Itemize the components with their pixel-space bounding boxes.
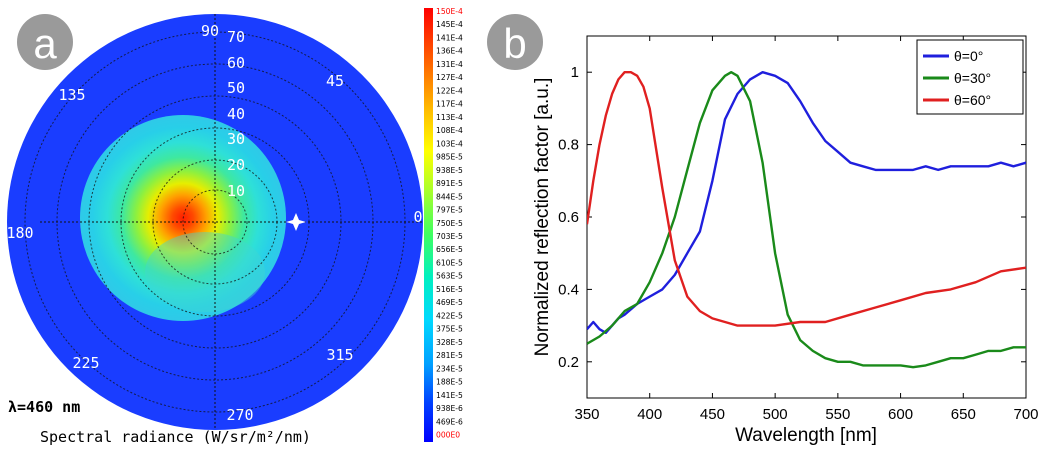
colorbar-label: 516E-5 <box>436 285 463 294</box>
x-tick-label: 600 <box>888 406 913 423</box>
colorbar-label: 281E-5 <box>436 351 463 360</box>
panel-b-badge: b <box>503 20 526 67</box>
radius-label-10: 10 <box>227 182 245 200</box>
colorbar-label: 703E-5 <box>436 232 463 241</box>
legend-entry: θ=0° <box>954 48 983 64</box>
colorbar-label: 563E-5 <box>436 272 463 281</box>
colorbar-label: 938E-6 <box>436 404 463 413</box>
direction-marker <box>286 213 306 231</box>
spectral-radiance-caption: Spectral radiance (W/sr/m²/nm) <box>40 428 311 446</box>
x-tick-label: 400 <box>637 406 662 423</box>
x-tick-label: 650 <box>951 406 976 423</box>
series-lines <box>587 70 1026 369</box>
y-tick-label: 1 <box>571 64 579 81</box>
colorbar-label: 145E-4 <box>436 20 463 29</box>
wavelength-label: λ=460 nm <box>8 398 80 416</box>
angle-label-315: 315 <box>326 346 353 364</box>
colorbar-label: 127E-4 <box>436 73 463 82</box>
series-line-1 <box>587 70 1026 334</box>
colorbar-label: 141E-5 <box>436 391 463 400</box>
colorbar-label: 656E-5 <box>436 245 463 254</box>
series-line-3 <box>587 70 1026 327</box>
colorbar-label: 844E-5 <box>436 192 463 201</box>
colorbar-label: 797E-5 <box>436 206 463 215</box>
panel-b: b 350 400 450 500 550 600 650 700 0.2 0.4 0.6 0.8 1… <box>487 14 1039 446</box>
legend-entry: θ=30° <box>954 70 991 86</box>
colorbar-label: 113E-4 <box>436 113 463 122</box>
colorbar-labels: 150E-4 145E-4 141E-4 136E-4 131E-4 127E-4 122E… <box>436 7 463 440</box>
colorbar-label: 328E-5 <box>436 338 463 347</box>
legend-entry: θ=60° <box>954 92 991 108</box>
colorbar-label: 938E-5 <box>436 166 463 175</box>
angle-label-135: 135 <box>58 86 85 104</box>
radiance-spot-lobe <box>145 232 265 312</box>
angle-label-90: 90 <box>201 22 219 40</box>
y-axis-label: Normalized reflection factor [a.u.] <box>532 78 553 357</box>
colorbar-label: 610E-5 <box>436 259 463 268</box>
colorbar-label: 141E-4 <box>436 34 463 43</box>
y-tick-label: 0.4 <box>558 281 579 298</box>
angle-label-225: 225 <box>72 354 99 372</box>
colorbar-label: 750E-5 <box>436 219 463 228</box>
colorbar-label: 103E-4 <box>436 139 463 148</box>
colorbar <box>424 8 433 442</box>
x-tick-label: 550 <box>825 406 850 423</box>
y-tick-label: 0.2 <box>558 354 579 371</box>
angle-label-0: 0 <box>413 208 422 226</box>
angle-label-45: 45 <box>326 72 344 90</box>
series-line-2 <box>587 70 1026 369</box>
x-tick-label: 350 <box>574 406 599 423</box>
x-axis-ticks: 350 400 450 500 550 600 650 700 <box>574 36 1039 423</box>
radius-label-30: 30 <box>227 130 245 148</box>
angle-label-180: 180 <box>6 224 33 242</box>
panel-a: 90 45 0 315 270 225 180 135 70 60 50 40 30 20 10 a λ=… <box>0 0 463 449</box>
colorbar-label: 122E-4 <box>436 86 463 95</box>
radius-label-70: 70 <box>227 28 245 46</box>
colorbar-label: 891E-5 <box>436 179 463 188</box>
colorbar-label: 131E-4 <box>436 60 463 69</box>
y-axis-ticks: 0.2 0.4 0.6 0.8 1 <box>558 64 1026 371</box>
polar-grid-ring-1 <box>182 189 248 255</box>
legend: θ=0° θ=30° θ=60° <box>916 39 1024 115</box>
colorbar-label: 188E-5 <box>436 378 463 387</box>
panel-a-badge-circle <box>17 14 73 70</box>
angle-labels: 90 45 0 315 270 225 180 135 <box>6 22 422 424</box>
panel-a-badge: a <box>33 20 57 67</box>
colorbar-label: 150E-4 <box>436 7 463 16</box>
colorbar-label: 422E-5 <box>436 311 463 320</box>
radius-labels: 70 60 50 40 30 20 10 <box>227 28 245 200</box>
radius-label-40: 40 <box>227 105 245 123</box>
colorbar-label: 469E-5 <box>436 298 463 307</box>
colorbar-label: 108E-4 <box>436 126 463 135</box>
angle-label-270: 270 <box>226 406 253 424</box>
colorbar-label: 000E0 <box>436 431 460 440</box>
colorbar-label: 375E-5 <box>436 325 463 334</box>
y-tick-label: 0.6 <box>558 209 579 226</box>
panel-b-badge-circle <box>487 14 543 70</box>
y-tick-label: 0.8 <box>558 137 579 154</box>
colorbar-label: 469E-6 <box>436 417 463 426</box>
colorbar-label: 117E-4 <box>436 100 463 109</box>
radius-label-20: 20 <box>227 156 245 174</box>
radius-label-60: 60 <box>227 54 245 72</box>
x-tick-label: 500 <box>763 406 788 423</box>
radius-label-50: 50 <box>227 79 245 97</box>
x-tick-label: 450 <box>700 406 725 423</box>
x-tick-label: 700 <box>1013 406 1038 423</box>
colorbar-label: 136E-4 <box>436 47 463 56</box>
colorbar-label: 234E-5 <box>436 364 463 373</box>
colorbar-label: 985E-5 <box>436 153 463 162</box>
x-axis-label: Wavelength [nm] <box>735 425 877 446</box>
